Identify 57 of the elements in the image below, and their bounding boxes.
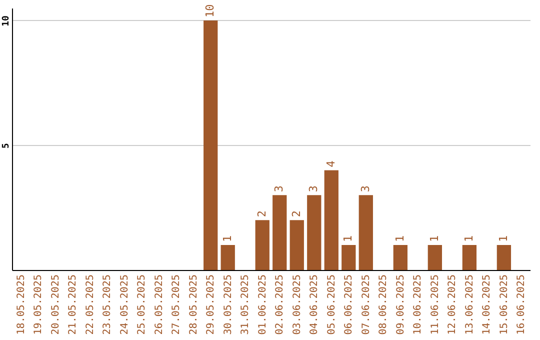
x-tick-label: 24.05.2025 — [119, 274, 130, 335]
x-tick-label: 31.05.2025 — [240, 274, 252, 335]
x-tick-label: 30.05.2025 — [222, 274, 234, 335]
x-tick-label: 08.06.2025 — [378, 274, 390, 335]
data-label: 1 — [220, 235, 234, 242]
data-label: 1 — [393, 235, 406, 242]
data-label: 4 — [324, 160, 338, 168]
x-tick-label: 10.06.2025 — [412, 274, 424, 335]
x-tick-label: 18.05.2025 — [16, 274, 27, 335]
x-tick-label: 01.06.2025 — [257, 274, 268, 335]
x-tick-label: 12.06.2025 — [447, 274, 458, 335]
x-tick-label: 15.06.2025 — [498, 274, 510, 335]
bar — [462, 245, 477, 270]
x-tick-label: 07.06.2025 — [360, 274, 372, 335]
bar — [342, 245, 356, 270]
x-tick-label: 09.06.2025 — [395, 274, 406, 335]
bar — [220, 245, 235, 270]
x-tick-label: 21.05.2025 — [68, 274, 79, 335]
bar — [496, 245, 512, 270]
x-tick-label: 25.05.2025 — [136, 274, 148, 335]
data-label: 2 — [290, 210, 303, 218]
x-tick-label: 26.05.2025 — [154, 274, 165, 335]
data-label: 1 — [428, 235, 441, 242]
x-tick-label: 13.06.2025 — [464, 274, 476, 335]
bar — [272, 195, 287, 270]
bar — [358, 195, 373, 270]
x-tick-label: 03.06.2025 — [292, 274, 303, 335]
data-label: 3 — [358, 186, 372, 192]
x-tick-label: 04.06.2025 — [309, 274, 320, 335]
x-tick-label: 19.05.2025 — [33, 274, 44, 335]
x-tick-label: 22.05.2025 — [84, 274, 96, 335]
data-label: 10 — [204, 4, 217, 18]
bar — [307, 195, 322, 270]
bar — [324, 170, 338, 270]
data-label: 3 — [307, 186, 320, 192]
bar — [204, 20, 218, 270]
x-tick-label: 29.05.2025 — [206, 274, 217, 335]
x-tick-label: 14.06.2025 — [482, 274, 493, 335]
data-label: 2 — [255, 210, 268, 218]
x-tick-label: 06.06.2025 — [344, 274, 355, 335]
data-label: 3 — [272, 186, 286, 192]
x-tick-label: 23.05.2025 — [102, 274, 114, 335]
x-tick-label: 11.06.2025 — [430, 274, 441, 335]
data-label: 1 — [496, 235, 510, 242]
x-tick-label: 20.05.2025 — [50, 274, 62, 335]
x-tick-label: 28.05.2025 — [188, 274, 200, 335]
x-tick-label: 02.06.2025 — [274, 274, 286, 335]
bar — [290, 220, 304, 270]
bar — [255, 220, 270, 270]
data-label: 1 — [462, 235, 476, 242]
y-tick-label: 5 — [2, 143, 12, 148]
x-tick-label: 05.06.2025 — [326, 274, 338, 335]
bar — [428, 245, 442, 270]
x-tick-label: 16.06.2025 — [516, 274, 528, 335]
bar — [393, 245, 408, 270]
x-tick-label: 27.05.2025 — [171, 274, 182, 335]
data-label: 1 — [342, 235, 355, 242]
